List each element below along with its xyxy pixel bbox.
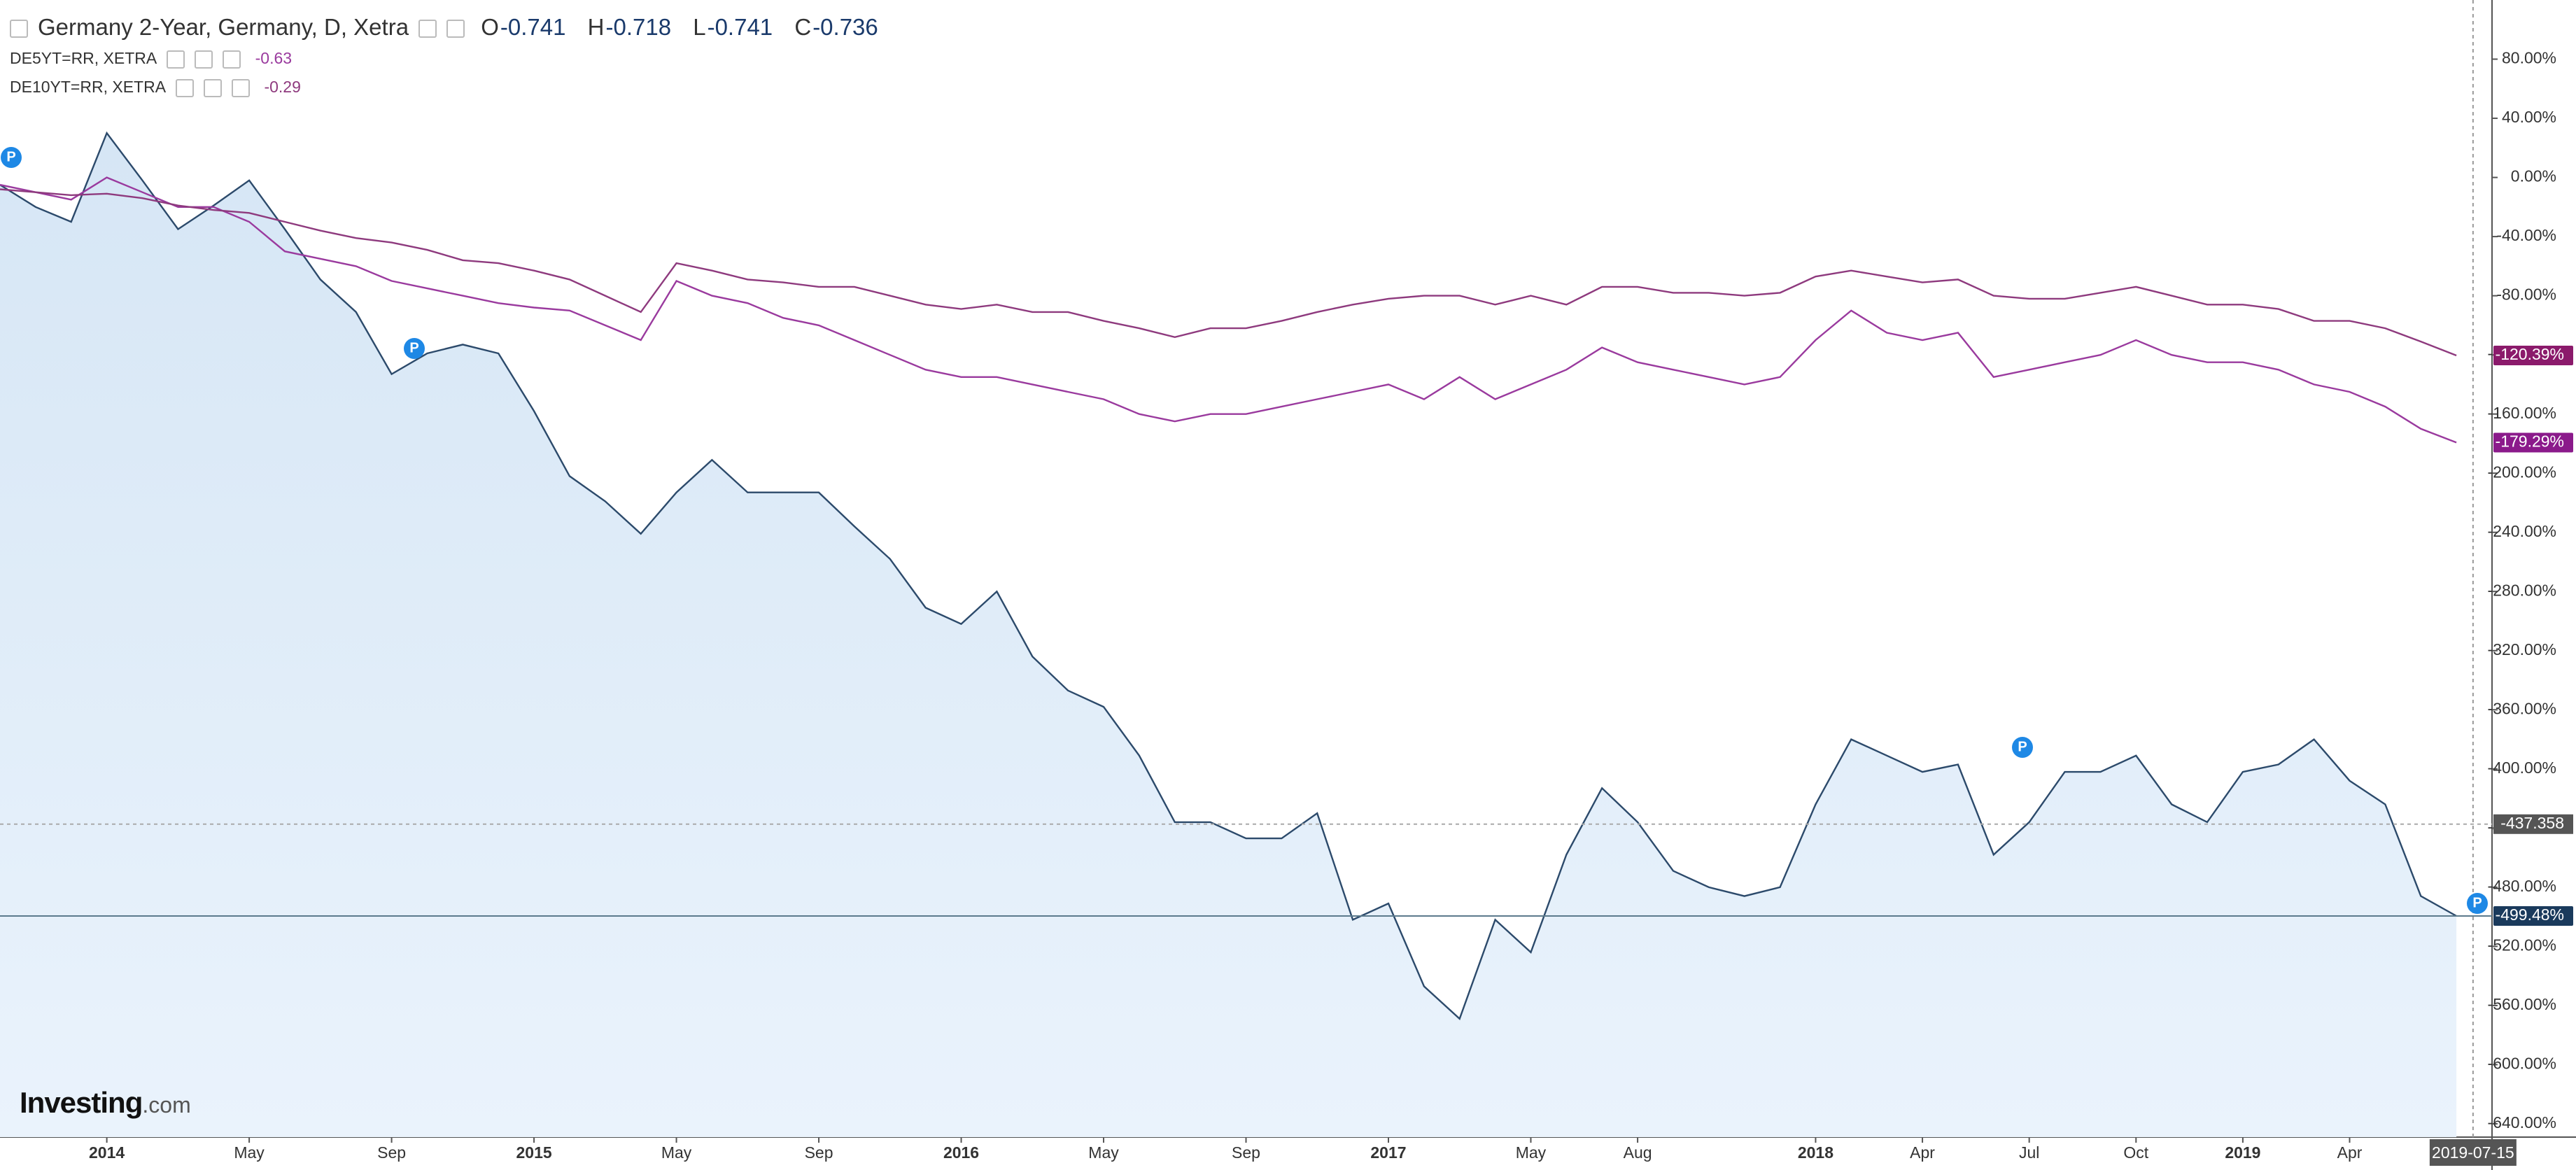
event-marker[interactable] xyxy=(404,338,425,359)
legend-series-name: DE5YT=RR, XETRA xyxy=(10,49,157,67)
x-tick-label: 2018 xyxy=(1798,1143,1834,1162)
x-tick-label: 2019 xyxy=(2225,1143,2260,1162)
hide-icon[interactable] xyxy=(204,78,223,97)
series-line xyxy=(0,176,2457,444)
ohlc-key: O xyxy=(481,14,499,40)
x-tick-label: Sep xyxy=(805,1143,833,1162)
crosshair-y-label: -437.358 xyxy=(2500,814,2564,832)
event-marker[interactable] xyxy=(2012,737,2033,758)
ohlc-value: -0.718 xyxy=(605,14,672,40)
y-tick-label: -400.00% xyxy=(2488,759,2556,777)
y-tick-label: -320.00% xyxy=(2488,640,2556,658)
last-value-label: -179.29% xyxy=(2496,432,2564,451)
main-series-name: Germany 2-Year, Germany, D, Xetra xyxy=(38,14,409,40)
logo-suffix: .com xyxy=(142,1092,191,1118)
ohlc-value: -0.736 xyxy=(812,14,878,40)
y-tick-label: -520.00% xyxy=(2488,936,2556,954)
y-tick-label: -280.00% xyxy=(2488,581,2556,599)
x-tick-label: Apr xyxy=(1910,1143,1935,1162)
series-line xyxy=(0,131,2457,1021)
event-marker-label: P xyxy=(2018,739,2027,754)
last-value-label: -120.39% xyxy=(2496,345,2564,363)
x-tick-label: Aug xyxy=(1624,1143,1652,1162)
ohlc-value: -0.741 xyxy=(707,14,773,40)
y-tick-label: 40.00% xyxy=(2502,108,2556,126)
x-tick-label: 2015 xyxy=(516,1143,551,1162)
y-tick-label: 80.00% xyxy=(2502,49,2556,67)
x-tick-label: Jul xyxy=(2019,1143,2039,1162)
x-tick-label: May xyxy=(1516,1143,1547,1162)
series-area xyxy=(0,133,2457,1138)
y-tick-label: -200.00% xyxy=(2488,463,2556,481)
ohlc-key: C xyxy=(794,14,812,40)
y-tick-label: -600.00% xyxy=(2488,1055,2556,1073)
settings-icon[interactable] xyxy=(176,78,195,97)
y-tick-label: 0.00% xyxy=(2511,167,2556,185)
y-tick-label: -240.00% xyxy=(2488,522,2556,540)
y-tick-label: -80.00% xyxy=(2496,286,2556,304)
crosshair-x-box xyxy=(2429,1139,2517,1166)
series-line xyxy=(0,188,2457,357)
y-tick-label: -40.00% xyxy=(2496,226,2556,244)
crosshair-x-label: 2019-07-15 xyxy=(2432,1143,2514,1162)
legend-value: -0.29 xyxy=(264,78,301,96)
x-tick-label: 2016 xyxy=(943,1143,979,1162)
ohlc-value: -0.741 xyxy=(500,14,566,40)
y-tick-label: -640.00% xyxy=(2488,1113,2556,1132)
hide-icon[interactable] xyxy=(195,50,213,69)
ohlc-key: L xyxy=(693,14,706,40)
last-value-box xyxy=(2493,345,2573,365)
x-tick-label: Oct xyxy=(2123,1143,2148,1162)
compare-legend: DE5YT=RR, XETRA -0.63 xyxy=(10,49,302,69)
y-tick-label: -160.00% xyxy=(2488,404,2556,422)
ohlc-key: H xyxy=(587,14,605,40)
event-marker-label: P xyxy=(2472,895,2482,910)
y-tick-label: -480.00% xyxy=(2488,877,2556,895)
event-marker-label: P xyxy=(409,340,418,355)
crosshair-y-box xyxy=(2493,814,2573,834)
logo: Investing.com xyxy=(20,1086,191,1120)
close-icon[interactable] xyxy=(232,78,251,97)
x-tick-label: May xyxy=(1088,1143,1119,1162)
collapse-icon[interactable] xyxy=(10,20,28,38)
x-tick-label: Sep xyxy=(1232,1143,1260,1162)
marker-layer: P P P P xyxy=(1,147,2488,914)
settings-icon[interactable] xyxy=(167,50,185,69)
x-tick-label: May xyxy=(234,1143,265,1162)
last-value-box xyxy=(2493,906,2573,926)
line-layer xyxy=(0,131,2492,1021)
event-marker-label: P xyxy=(6,149,15,164)
settings-icon[interactable] xyxy=(418,20,437,38)
y-tick-label: -360.00% xyxy=(2488,699,2556,717)
main-legend: Germany 2-Year, Germany, D, Xetra O-0.74… xyxy=(10,14,894,41)
legend-value: -0.63 xyxy=(255,49,293,67)
last-value-label: -499.48% xyxy=(2496,905,2564,924)
legend-series-name: DE10YT=RR, XETRA xyxy=(10,78,167,96)
x-tick-label: May xyxy=(661,1143,692,1162)
logo-text: Investing xyxy=(20,1086,143,1119)
y-tick-label: -560.00% xyxy=(2488,995,2556,1013)
x-tick-label: Sep xyxy=(377,1143,406,1162)
compare-legend: DE10YT=RR, XETRA -0.29 xyxy=(10,78,311,97)
close-icon[interactable] xyxy=(223,50,241,69)
x-tick-label: 2017 xyxy=(1370,1143,1406,1162)
hide-icon[interactable] xyxy=(446,20,465,38)
event-marker[interactable] xyxy=(1,147,22,168)
x-tick-label: Apr xyxy=(2337,1143,2363,1162)
x-tick-label: 2014 xyxy=(89,1143,125,1162)
area-layer xyxy=(0,133,2457,1138)
event-marker[interactable] xyxy=(2467,893,2488,914)
last-value-box xyxy=(2493,432,2573,453)
